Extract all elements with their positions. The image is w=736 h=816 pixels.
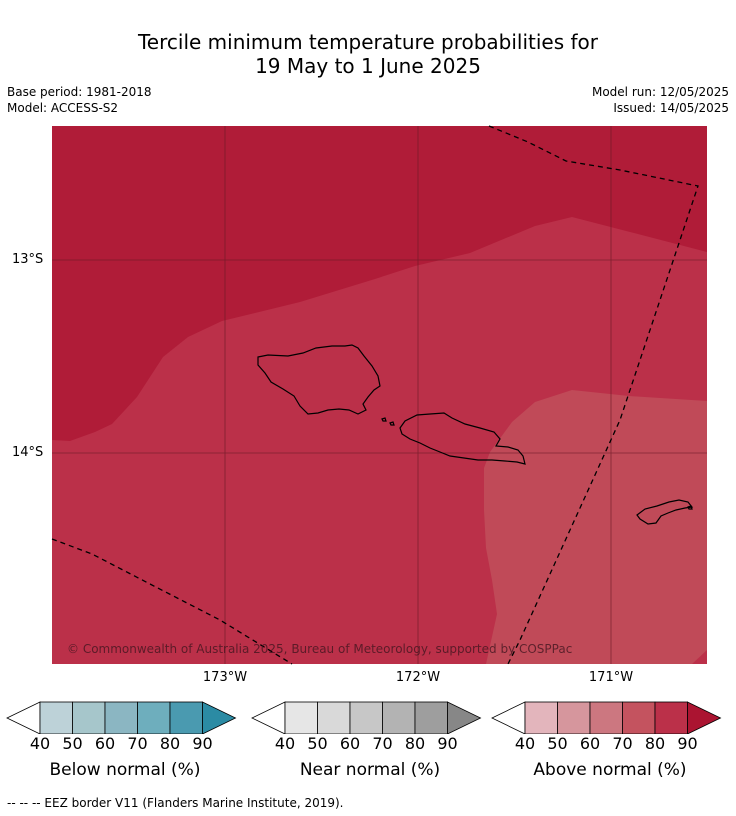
legend-colorbar [491, 701, 722, 734]
base-period: Base period: 1981-2018 [7, 85, 152, 99]
colorbar-tick-label: 60 [579, 734, 601, 753]
colorbar-segment [104, 701, 138, 734]
lat-label-14s: 14°S [12, 445, 44, 460]
map-title: Tercile minimum temperature probabilitie… [0, 30, 736, 78]
map-svg [51, 125, 707, 665]
legend-title: Near normal (%) [299, 760, 441, 780]
colorbar-tick-label: 60 [94, 734, 116, 753]
colorbar-tick-label: 60 [339, 734, 361, 753]
colorbar-segment [349, 701, 383, 734]
colorbar-segment [169, 701, 203, 734]
colorbar-segment [39, 701, 73, 734]
colorbar-tick-label: 70 [372, 734, 393, 753]
probability-zone-70 [484, 390, 707, 664]
eez-footnote: -- -- -- EEZ border V11 (Flanders Marine… [7, 796, 344, 810]
colorbar-left-arrow [251, 701, 286, 734]
legend-above-normal: 40 50 60 70 80 90 Above normal (%) [490, 698, 730, 788]
eez-border-west [51, 538, 293, 665]
legend-near-normal: 40 50 60 70 80 90 Near normal (%) [250, 698, 490, 788]
aunuu-islet [687, 505, 693, 510]
colorbar-segment [557, 701, 591, 734]
model-name: Model: ACCESS-S2 [7, 101, 119, 115]
copyright-notice: © Commonwealth of Australia 2025, Bureau… [67, 642, 573, 656]
lon-label-173w: 173°W [202, 670, 248, 685]
map-area: 13°S 14°S 173°W 172°W 171°W © Commonweal… [12, 125, 707, 685]
colorbar-tick-label: 80 [404, 734, 426, 753]
colorbar-tick-label: 40 [274, 734, 296, 753]
legend-ticks: 40 50 60 70 80 90 [5, 734, 245, 754]
graticule [52, 126, 707, 664]
colorbar-left-arrow [6, 701, 41, 734]
colorbar-segment [317, 701, 351, 734]
colorbar-tick-label: 40 [514, 734, 536, 753]
colorbar-tick-label: 50 [547, 734, 568, 753]
legend-title: Below normal (%) [49, 760, 201, 780]
title-line-2: 19 May to 1 June 2025 [255, 54, 481, 78]
legend-colorbar [251, 701, 482, 734]
meta-right: Model run: 12/05/2025 Issued: 14/05/2025 [592, 84, 729, 116]
colorbar-tick-label: 90 [192, 734, 213, 753]
issued-date: Issued: 14/05/2025 [613, 101, 729, 115]
colorbar-segment [72, 701, 106, 734]
colorbar-right-arrow [447, 701, 482, 734]
model-run: Model run: 12/05/2025 [591, 85, 729, 99]
legend-colorbar [6, 701, 237, 734]
lon-label-172w: 172°W [395, 670, 441, 685]
colorbar-segment [137, 701, 171, 734]
colorbar-right-arrow [687, 701, 722, 734]
colorbar-segment [414, 701, 448, 734]
manono-islet [381, 417, 387, 422]
tutuila-island [636, 499, 694, 525]
colorbar-tick-label: 80 [644, 734, 666, 753]
apolima-islet [389, 421, 395, 426]
colorbar-segment [284, 701, 318, 734]
colorbar-tick-label: 90 [437, 734, 458, 753]
colorbar-tick-label: 90 [677, 734, 698, 753]
colorbar-tick-label: 50 [307, 734, 328, 753]
legend-title: Above normal (%) [533, 760, 687, 780]
upolu-island [399, 412, 526, 465]
colorbar-tick-label: 40 [29, 734, 51, 753]
eez-border-east [488, 125, 699, 665]
colorbar-segment [524, 701, 558, 734]
colorbar-segment [382, 701, 416, 734]
lon-label-171w: 171°W [588, 670, 634, 685]
colorbar-segment [654, 701, 688, 734]
lat-label-13s: 13°S [12, 252, 44, 267]
legend-below-normal: 40 50 60 70 80 90 Below normal (%) [5, 698, 245, 788]
eez-borders [51, 125, 699, 665]
savaii-island [257, 344, 381, 415]
legend-ticks: 40 50 60 70 80 90 [490, 734, 730, 754]
title-line-1: Tercile minimum temperature probabilitie… [137, 30, 599, 54]
colorbar-tick-label: 70 [127, 734, 148, 753]
colorbar-right-arrow [202, 701, 237, 734]
map-layers [52, 126, 707, 664]
colorbar-tick-label: 50 [62, 734, 83, 753]
colorbar-segment [622, 701, 656, 734]
legend-ticks: 40 50 60 70 80 90 [250, 734, 490, 754]
meta-left: Base period: 1981-2018 Model: ACCESS-S2 [7, 84, 152, 116]
colorbar-tick-label: 80 [159, 734, 181, 753]
colorbar-segment [589, 701, 623, 734]
coastlines [257, 344, 694, 525]
colorbar-left-arrow [491, 701, 526, 734]
colorbar-tick-label: 70 [612, 734, 633, 753]
